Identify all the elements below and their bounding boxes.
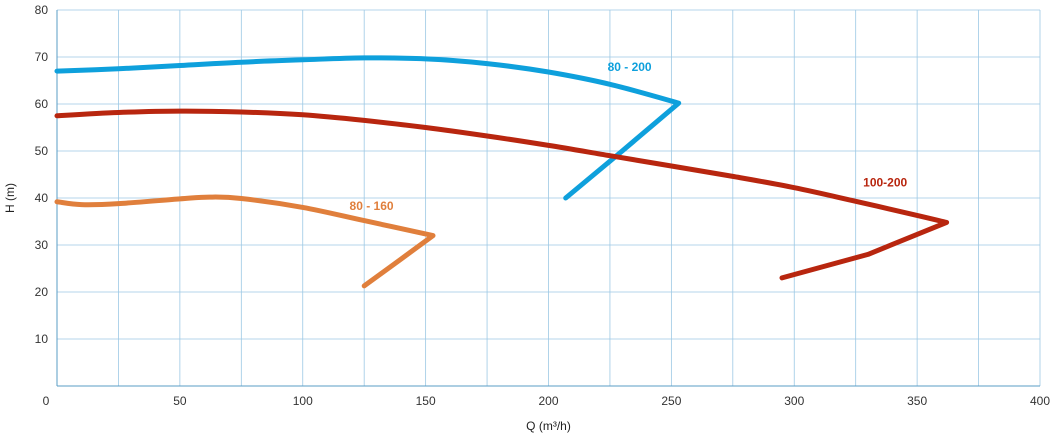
y-tick-label: 60	[35, 97, 49, 111]
x-tick-label: 150	[416, 394, 436, 408]
series-label-2: 80 - 160	[350, 199, 394, 213]
y-tick-label: 20	[35, 285, 49, 299]
y-tick-label: 40	[35, 191, 49, 205]
x-tick-label: 200	[538, 394, 558, 408]
x-tick-label: 350	[907, 394, 927, 408]
y-tick-label: 10	[35, 332, 49, 346]
y-tick-label: 70	[35, 50, 49, 64]
x-tick-label: 300	[784, 394, 804, 408]
series-label-0: 80 - 200	[608, 60, 652, 74]
y-tick-label: 50	[35, 144, 49, 158]
series-line-1	[54, 108, 950, 281]
y-axis-label: H (m)	[3, 183, 17, 213]
series-line-0	[54, 55, 682, 201]
x-tick-label: 250	[661, 394, 681, 408]
x-tick-label: 0	[43, 394, 50, 408]
x-tick-label: 50	[173, 394, 187, 408]
series-line-2	[54, 194, 436, 289]
y-tick-label: 30	[35, 238, 49, 252]
y-tick-label: 80	[35, 3, 49, 17]
x-tick-label: 400	[1030, 394, 1050, 408]
series-labels: 80 - 200 100-200 80 - 160	[350, 60, 908, 213]
x-tick-label: 100	[293, 394, 313, 408]
grid	[57, 9, 1041, 386]
axes: 0 50 100 150 200 250 300 350 400 10 20 30 40 50 60 70 80	[35, 3, 1051, 408]
series-label-1: 100-200	[863, 175, 907, 189]
x-axis-label: Q (m³/h)	[526, 419, 571, 433]
series-layer	[54, 55, 950, 289]
